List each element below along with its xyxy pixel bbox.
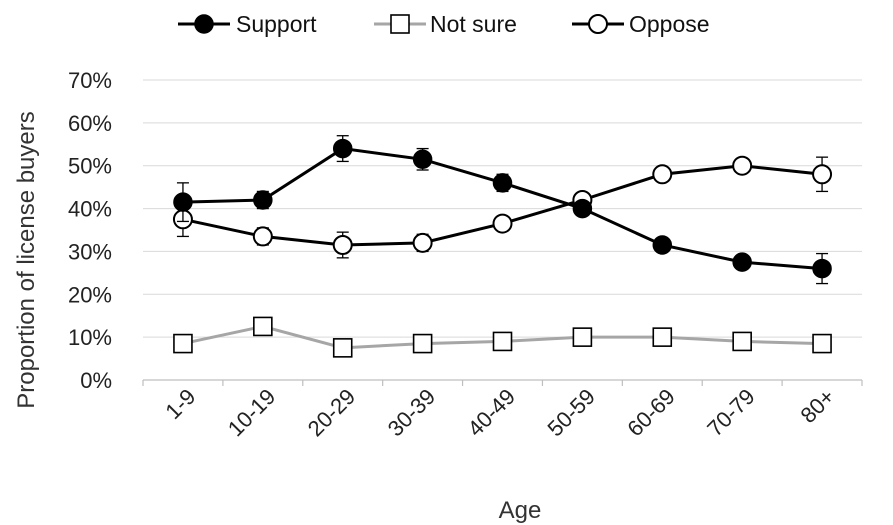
data-point [812, 164, 833, 185]
legend-marker [390, 14, 410, 34]
legend-label: Not sure [430, 11, 517, 37]
x-tick-label: 60-69 [622, 384, 679, 441]
y-tick-label: 60% [68, 111, 112, 136]
legend-label: Oppose [629, 11, 710, 37]
y-tick-label: 40% [68, 197, 112, 222]
data-point [492, 173, 513, 193]
data-point [332, 138, 353, 159]
data-point [253, 316, 273, 337]
series-support [173, 135, 832, 285]
data-point [412, 232, 433, 253]
y-tick-label: 0% [80, 368, 112, 393]
series-oppose [172, 155, 833, 259]
y-tick-label: 20% [68, 282, 112, 307]
data-point [332, 235, 353, 255]
series-plot [172, 135, 833, 358]
data-point [652, 327, 673, 347]
x-axis [142, 379, 863, 386]
x-tick-label: 1-9 [160, 384, 200, 424]
y-tick-label: 30% [68, 239, 112, 264]
legend-label: Support [236, 11, 317, 37]
y-tick-label: 50% [68, 154, 112, 179]
data-point [652, 235, 673, 255]
data-point [732, 252, 752, 272]
legend-item-support: Support [178, 11, 317, 37]
data-point [572, 327, 593, 347]
data-point [492, 331, 513, 352]
x-tick-label: 10-19 [223, 384, 280, 441]
x-axis-ticks: 1-9 10-19 20-29 30-39 40-49 50-59 60-69 70-79 80… [160, 384, 839, 441]
data-point [812, 258, 832, 279]
x-axis-title: Age [499, 497, 542, 524]
x-tick-label: 80+ [796, 384, 840, 428]
y-tick-label: 10% [68, 325, 112, 350]
data-point [732, 155, 753, 176]
x-tick-label: 30-39 [383, 384, 440, 441]
data-point [572, 198, 593, 219]
data-point [732, 331, 752, 352]
legend-marker [194, 14, 214, 34]
data-point [332, 338, 353, 358]
y-axis-ticks: 0% 10% 20% 30% 40% 50% 60% 70% [68, 68, 112, 393]
x-tick-label: 70-79 [702, 384, 759, 441]
data-point [492, 213, 513, 234]
legend-item-not-sure: Not sure [374, 11, 517, 37]
x-tick-label: 20-29 [303, 384, 360, 441]
x-tick-label: 40-49 [463, 384, 520, 441]
data-point [253, 190, 273, 210]
legend-item-oppose: Oppose [572, 11, 710, 37]
gridlines [143, 79, 862, 338]
y-tick-label: 70% [68, 68, 112, 93]
series-not-sure [173, 316, 832, 358]
legend-marker [588, 14, 608, 34]
data-point [173, 333, 193, 354]
data-point [173, 192, 193, 212]
legend: Support Not sure Oppose [178, 11, 710, 37]
data-point [412, 149, 433, 170]
x-tick-label: 50-59 [542, 384, 599, 441]
data-point [812, 333, 832, 354]
y-axis-title: Proportion of license buyers [13, 111, 40, 409]
data-point [652, 164, 673, 185]
data-point [412, 333, 433, 354]
data-point [252, 226, 273, 247]
